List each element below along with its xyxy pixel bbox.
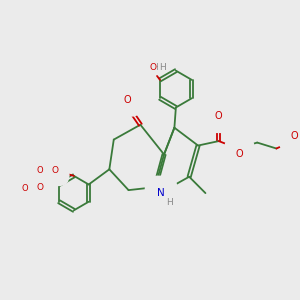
Text: O: O — [236, 149, 243, 159]
Text: O: O — [52, 166, 59, 175]
Text: OH: OH — [150, 64, 163, 73]
Text: N: N — [157, 188, 165, 198]
Text: O: O — [215, 111, 223, 122]
Text: H: H — [159, 64, 166, 73]
Text: O: O — [290, 131, 298, 141]
Text: O: O — [123, 95, 131, 105]
Text: O: O — [21, 184, 28, 194]
Text: O: O — [36, 166, 43, 175]
Text: H: H — [167, 198, 173, 207]
Text: O: O — [149, 64, 156, 73]
Text: O: O — [37, 183, 44, 192]
